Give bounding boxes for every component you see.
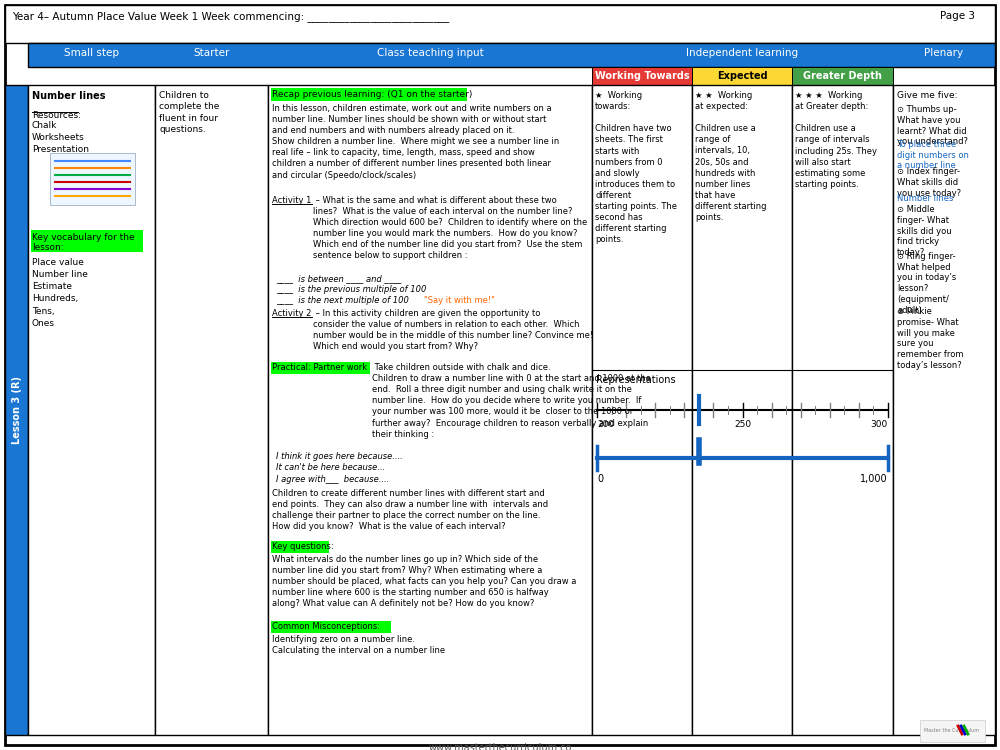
Text: In this lesson, children estimate, work out and write numbers on a
number line. : In this lesson, children estimate, work … (272, 104, 559, 179)
Bar (5, 5, 995, 43)
Text: ★  Working
towards:

Children have two
sheets. The first
starts with
numbers fro: ★ Working towards: Children have two she… (595, 91, 677, 244)
Text: Give me five:: Give me five: (897, 91, 958, 100)
Text: ____  is the previous multiple of 100: ____ is the previous multiple of 100 (276, 285, 426, 294)
Text: Number lines: Number lines (897, 194, 953, 203)
Text: Lesson 3 (R): Lesson 3 (R) (11, 376, 22, 444)
Text: Children to
complete the
fluent in four
questions.: Children to complete the fluent in four … (159, 91, 219, 134)
Text: Key vocabulary for the
lesson:: Key vocabulary for the lesson: (32, 233, 135, 252)
Bar (692, 67, 792, 85)
Bar (271, 541, 329, 553)
Text: Activity 1: Activity 1 (272, 196, 311, 205)
Text: ____  is between ____ and ____: ____ is between ____ and ____ (276, 274, 401, 283)
Text: Plenary: Plenary (924, 48, 964, 58)
Text: Independent learning: Independent learning (686, 48, 799, 58)
Bar (792, 67, 893, 85)
Text: Page 3: Page 3 (940, 11, 975, 21)
Text: – In this activity children are given the opportunity to
consider the value of n: – In this activity children are given th… (313, 309, 593, 351)
Text: Activity 2: Activity 2 (272, 309, 311, 318)
Bar (5, 85, 28, 735)
Bar (268, 85, 592, 735)
Text: ⊙ Middle
finger- What
skills did you
find tricky
today?: ⊙ Middle finger- What skills did you fin… (897, 205, 952, 257)
Bar (692, 85, 792, 735)
Text: Chalk
Worksheets
Presentation: Chalk Worksheets Presentation (32, 121, 89, 154)
Text: Practical: Partner work: Practical: Partner work (272, 363, 367, 372)
Text: Year 4– Autumn Place Value Week 1 Week commencing: ___________________________: Year 4– Autumn Place Value Week 1 Week c… (12, 11, 449, 22)
Bar (592, 85, 692, 735)
Bar (50, 153, 135, 205)
Text: Resources:: Resources: (32, 111, 81, 120)
Text: 0: 0 (597, 474, 603, 484)
Bar (271, 88, 467, 101)
Text: 300: 300 (871, 420, 888, 429)
Bar (271, 621, 391, 633)
Bar (920, 720, 985, 742)
Text: Greater Depth: Greater Depth (803, 71, 882, 81)
Text: Class teaching input: Class teaching input (377, 48, 483, 58)
Bar (792, 85, 893, 735)
Bar (31, 230, 143, 252)
Text: Representations: Representations (596, 375, 676, 385)
Text: 1,000: 1,000 (860, 474, 888, 484)
Bar (28, 85, 155, 735)
Text: Key questions:: Key questions: (272, 542, 334, 551)
Text: ★ ★ ★  Working
at Greater depth:

Children use a
range of intervals
including 25: ★ ★ ★ Working at Greater depth: Children… (795, 91, 877, 189)
Text: Working Towards: Working Towards (595, 71, 689, 81)
Text: ★ ★  Working
at expected:

Children use a
range of
intervals, 10,
20s, 50s and
h: ★ ★ Working at expected: Children use a … (695, 91, 767, 222)
Bar (592, 67, 692, 85)
Text: "Say it with me!": "Say it with me!" (424, 296, 495, 305)
Text: To place three
digit numbers on
a number line: To place three digit numbers on a number… (897, 140, 969, 170)
Text: Expected: Expected (717, 71, 767, 81)
Bar (271, 362, 370, 374)
Text: Recap previous learning: (Q1 on the starter): Recap previous learning: (Q1 on the star… (272, 90, 472, 99)
Text: What intervals do the number lines go up in? Which side of the
number line did y: What intervals do the number lines go up… (272, 555, 576, 608)
Bar (155, 85, 268, 735)
Text: 250: 250 (734, 420, 751, 429)
Text: 200: 200 (597, 420, 614, 429)
Text: www.masterthecurriculum.co: www.masterthecurriculum.co (428, 743, 572, 750)
Text: ⊙ Index finger-
What skills did
you use today?: ⊙ Index finger- What skills did you use … (897, 167, 961, 197)
Text: Take children outside with chalk and dice.
Children to draw a number line with 0: Take children outside with chalk and dic… (372, 363, 651, 439)
Text: Place value
Number line
Estimate
Hundreds,
Tens,
Ones: Place value Number line Estimate Hundred… (32, 258, 88, 328)
Bar (893, 85, 995, 735)
Text: ⊙ Thumbs up-
What have you
learnt? What did
you understand?: ⊙ Thumbs up- What have you learnt? What … (897, 105, 968, 146)
Text: I think it goes here because....
It can't be here because...
I agree with___  be: I think it goes here because.... It can'… (276, 452, 403, 484)
Text: ⊙ Pinkie
promise- What
will you make
sure you
remember from
today’s lesson?: ⊙ Pinkie promise- What will you make sur… (897, 307, 964, 370)
Text: – What is the same and what is different about these two
lines?  What is the val: – What is the same and what is different… (313, 196, 587, 260)
Text: Children to create different number lines with different start and
end points.  : Children to create different number line… (272, 489, 548, 531)
Text: Master the Curriculum: Master the Curriculum (924, 728, 980, 734)
Text: Starter: Starter (193, 48, 230, 58)
Text: Common Misconceptions:: Common Misconceptions: (272, 622, 380, 631)
Text: Identifying zero on a number line.
Calculating the interval on a number line: Identifying zero on a number line. Calcu… (272, 635, 445, 655)
Text: ____  is the next multiple of 100: ____ is the next multiple of 100 (276, 296, 417, 305)
Text: Number lines: Number lines (32, 91, 106, 101)
Bar (28, 43, 995, 67)
Text: ⊙ Ring finger-
What helped
you in today’s
lesson?
(equipment/
adult): ⊙ Ring finger- What helped you in today’… (897, 252, 956, 315)
Text: Small step: Small step (64, 48, 119, 58)
